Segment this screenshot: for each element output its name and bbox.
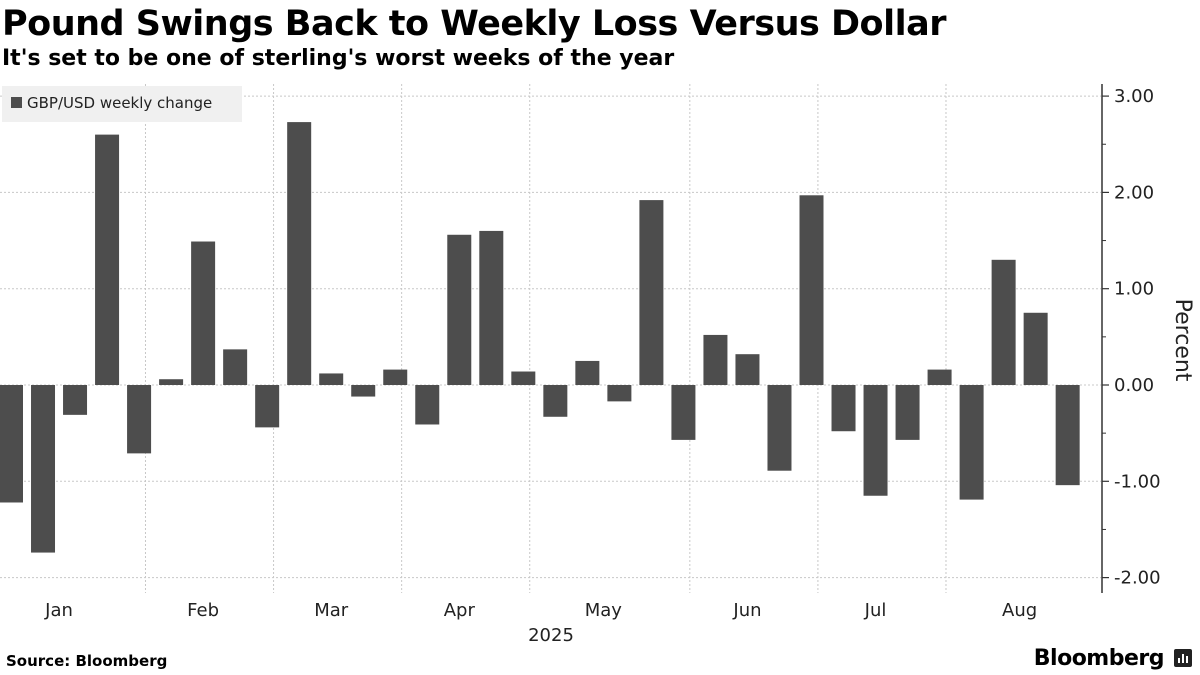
bar [479,230,504,385]
x-tick-label: May [585,600,623,621]
bar [31,385,56,553]
y-tick-label: 0.00 [1114,375,1154,396]
bloomberg-logo: Bloomberg [1033,646,1165,671]
y-tick-label: 1.00 [1114,279,1154,300]
bar [95,134,120,385]
bar [287,122,312,385]
bar [511,371,536,385]
source-note: Source: Bloomberg [6,652,168,670]
legend-label: GBP/USD weekly change [27,94,212,112]
y-tick-label: -1.00 [1114,471,1161,492]
bar [671,385,696,440]
bar [895,385,920,440]
bar [991,259,1016,385]
x-tick-label: Feb [187,600,219,621]
bar [319,373,344,385]
y-tick-label: -2.00 [1114,568,1161,589]
chart-title: Pound Swings Back to Weekly Loss Versus … [2,4,946,44]
bar [799,195,824,385]
bar [927,369,952,385]
bar [223,349,248,385]
y-tick-label: 2.00 [1114,182,1154,203]
legend-box [2,86,242,122]
bar [191,241,216,385]
chart-subtitle: It's set to be one of sterling's worst w… [2,46,675,71]
y-axis: 3.00 2.00 1.00 0.00 -1.00 -2.00 [1101,84,1161,593]
bar [767,385,792,471]
y-axis-title: Percent [1170,299,1195,382]
bar [703,334,728,385]
bar [383,369,408,385]
bar [735,354,760,385]
bars [0,122,1080,553]
bar [1055,385,1080,486]
bloomberg-chart-icon [1174,649,1192,667]
x-tick-label: Aug [1002,600,1037,621]
y-tick-label: 3.00 [1114,86,1154,107]
grid-lines [0,84,1101,593]
bar [447,234,472,385]
legend-swatch [11,97,22,108]
bar [1023,312,1048,385]
bar [127,385,152,454]
x-tick-label: Jun [732,600,761,621]
bar [959,385,984,500]
bar [831,385,856,432]
bar [543,385,568,417]
bar [0,385,23,503]
x-axis: Jan Feb Mar Apr May Jun Jul Aug [44,600,1037,621]
bar [639,200,664,385]
bar [415,385,440,425]
x-axis-year-label: 2025 [528,625,574,646]
bar [863,385,888,496]
bar [159,379,184,385]
bar [575,360,600,385]
bar [255,385,280,428]
x-tick-label: Jan [44,600,73,621]
x-tick-label: Mar [314,600,349,621]
bar [351,385,376,397]
x-tick-label: Jul [864,600,887,621]
x-tick-label: Apr [444,600,476,621]
bar [607,385,632,402]
bar [63,385,88,415]
